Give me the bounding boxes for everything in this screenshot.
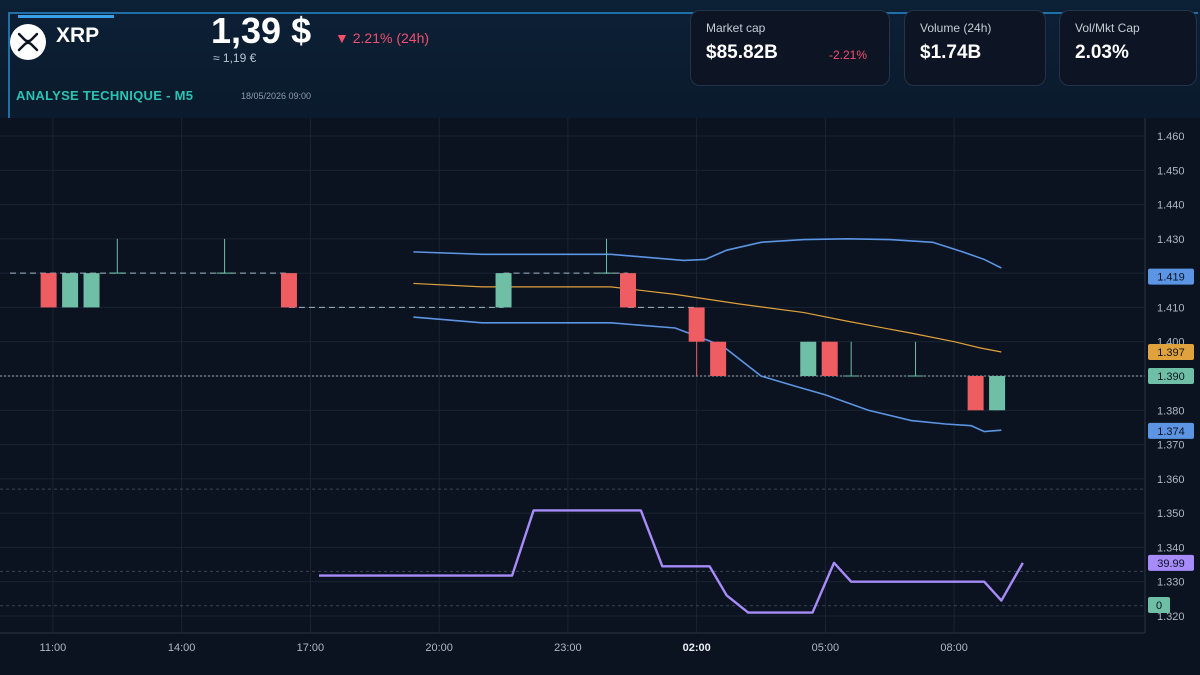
volume-card: Volume (24h) $1.74B xyxy=(904,10,1046,86)
candle-body xyxy=(989,376,1006,411)
rsi-line xyxy=(319,509,1024,614)
y-tick-label: 1.450 xyxy=(1157,165,1185,177)
grid xyxy=(0,118,1145,633)
candle-body xyxy=(280,273,297,308)
price-label-box xyxy=(1148,422,1194,439)
market-cap-delta: -2.21% xyxy=(829,48,868,62)
price-label-text: 0 xyxy=(1156,600,1162,612)
y-tick-label: 1.380 xyxy=(1157,405,1185,417)
candle-body xyxy=(710,341,727,376)
price-label-box xyxy=(1148,344,1194,360)
x-tick-label: 05:00 xyxy=(812,642,840,654)
x-tick-label: 17:00 xyxy=(297,642,325,654)
vol-mkt-cap-card: Vol/Mkt Cap 2.03% xyxy=(1059,10,1197,86)
candle-body xyxy=(688,307,705,342)
bollinger-lower-line xyxy=(413,316,1002,433)
chart-background xyxy=(0,118,1200,675)
candle-body xyxy=(495,273,512,308)
candle-body xyxy=(800,341,817,376)
price-label-box xyxy=(1148,554,1194,571)
xrp-logo-glyph xyxy=(17,32,39,52)
price-label-text: 39.99 xyxy=(1157,558,1185,570)
accent-line xyxy=(18,15,114,18)
volume-label: Volume (24h) xyxy=(920,21,992,35)
header-frame xyxy=(8,12,1198,118)
vol-mkt-cap-value: 2.03% xyxy=(1075,42,1129,63)
candles xyxy=(40,238,1006,411)
analysis-datetime: 18/05/2026 09:00 xyxy=(241,91,312,101)
x-tick-label: 23:00 xyxy=(554,642,582,654)
price-label-text: 1.390 xyxy=(1157,371,1185,383)
indicators xyxy=(319,238,1024,614)
price-label-box xyxy=(1148,368,1194,384)
candle-body xyxy=(620,273,636,308)
candle-body xyxy=(821,341,838,376)
y-tick-label: 1.440 xyxy=(1157,200,1185,212)
y-tick-label: 1.350 xyxy=(1157,508,1185,520)
price-label-box xyxy=(1148,597,1170,614)
current-price: 1,39 $ xyxy=(211,10,312,51)
price-label-text: 1.374 xyxy=(1157,426,1185,438)
analysis-title: ANALYSE TECHNIQUE - M5 xyxy=(16,88,194,103)
candle-body xyxy=(967,376,984,411)
y-tick-label: 1.360 xyxy=(1157,474,1185,486)
price-chart[interactable]: 1.4601.4501.4401.4301.4201.4101.4001.390… xyxy=(0,118,1200,675)
y-tick-label: 1.330 xyxy=(1157,577,1185,589)
x-tick-label: 08:00 xyxy=(940,642,968,654)
price-label-text: 1.397 xyxy=(1157,347,1185,359)
y-tick-label: 1.320 xyxy=(1157,611,1185,623)
y-tick-label: 1.430 xyxy=(1157,234,1185,246)
ticker-symbol: XRP xyxy=(56,24,100,47)
market-cap-card: Market cap $85.82B -2.21% xyxy=(690,10,890,86)
y-tick-label: 1.460 xyxy=(1157,131,1185,143)
reference-lines xyxy=(0,375,1145,607)
price-change: ▼ 2.21% (24h) xyxy=(335,30,430,46)
xrp-logo-icon xyxy=(10,24,46,60)
candle-body xyxy=(83,273,100,308)
bollinger-upper-line xyxy=(413,238,1002,269)
price-eur: ≈ 1,19 € xyxy=(213,51,257,65)
vol-mkt-cap-label: Vol/Mkt Cap xyxy=(1075,21,1140,35)
y-tick-label: 1.340 xyxy=(1157,542,1185,554)
y-tick-label: 1.410 xyxy=(1157,302,1185,314)
price-label-text: 1.419 xyxy=(1157,272,1185,284)
x-tick-label: 11:00 xyxy=(40,642,67,654)
x-tick-label: 20:00 xyxy=(425,642,453,654)
moving-average-line xyxy=(413,282,1002,353)
candle-body xyxy=(62,273,79,308)
market-cap-value: $85.82B xyxy=(706,42,778,63)
axes: 1.4601.4501.4401.4301.4201.4101.4001.390… xyxy=(0,118,1194,654)
candle-body xyxy=(40,273,57,308)
volume-value: $1.74B xyxy=(920,42,982,63)
ticker-header: XRP 1,39 $ ▼ 2.21% (24h) ≈ 1,19 € ANALYS… xyxy=(0,0,1200,118)
price-label-box xyxy=(1148,268,1194,285)
x-tick-label: 14:00 xyxy=(168,642,196,654)
x-tick-label: 02:00 xyxy=(683,642,711,654)
market-cap-label: Market cap xyxy=(706,21,766,35)
y-tick-label: 1.370 xyxy=(1157,440,1185,452)
